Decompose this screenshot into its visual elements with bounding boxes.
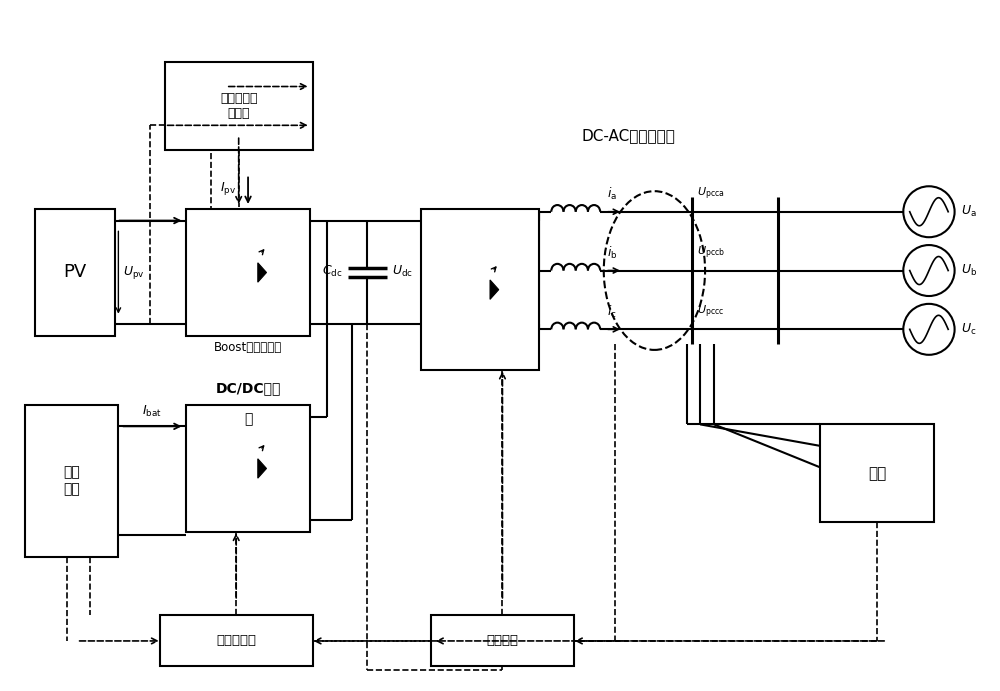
Text: 蓄电
池组: 蓄电 池组 [63, 466, 80, 496]
Text: 并网控制: 并网控制 [486, 634, 518, 647]
Text: $U_{\rm pccb}$: $U_{\rm pccb}$ [697, 245, 725, 261]
Text: $C_{\rm dc}$: $C_{\rm dc}$ [322, 264, 343, 279]
Polygon shape [258, 263, 266, 282]
Text: 器: 器 [244, 413, 252, 426]
Bar [186, 405, 310, 532]
Text: 负荷: 负荷 [868, 466, 886, 481]
Text: $I_{\rm pv}$: $I_{\rm pv}$ [220, 180, 236, 197]
Text: $U_{\rm pcca}$: $U_{\rm pcca}$ [697, 186, 725, 202]
Text: $i_{\rm b}$: $i_{\rm b}$ [607, 245, 618, 261]
Text: $i_{\rm c}$: $i_{\rm c}$ [607, 303, 617, 319]
Bar [186, 209, 310, 337]
Text: $U_{\rm a}$: $U_{\rm a}$ [961, 205, 976, 219]
Bar [165, 61, 313, 150]
Text: DC-AC并网逆变器: DC-AC并网逆变器 [581, 128, 675, 143]
Text: $U_{\rm c}$: $U_{\rm c}$ [961, 322, 976, 337]
Polygon shape [490, 280, 499, 299]
Text: $i_{\rm a}$: $i_{\rm a}$ [607, 186, 617, 202]
Bar [820, 424, 934, 522]
Polygon shape [258, 459, 266, 478]
Text: 最大功率跟
踪控制: 最大功率跟 踪控制 [220, 92, 257, 120]
Text: $I_{\rm bat}$: $I_{\rm bat}$ [142, 404, 162, 419]
Text: $U_{\rm b}$: $U_{\rm b}$ [961, 263, 977, 278]
Text: Boost升压变换器: Boost升压变换器 [214, 341, 282, 354]
Bar [25, 405, 118, 557]
Bar [160, 616, 313, 666]
Text: $U_{\rm pccc}$: $U_{\rm pccc}$ [697, 303, 725, 319]
Text: $U_{\rm dc}$: $U_{\rm dc}$ [392, 264, 413, 279]
Text: $U_{\rm pv}$: $U_{\rm pv}$ [123, 264, 145, 281]
Bar [431, 616, 574, 666]
Bar [35, 209, 115, 337]
Text: PV: PV [63, 263, 87, 281]
Text: DC/DC变换: DC/DC变换 [215, 381, 281, 395]
Text: 充放电控制: 充放电控制 [216, 634, 256, 647]
Bar [421, 209, 539, 370]
